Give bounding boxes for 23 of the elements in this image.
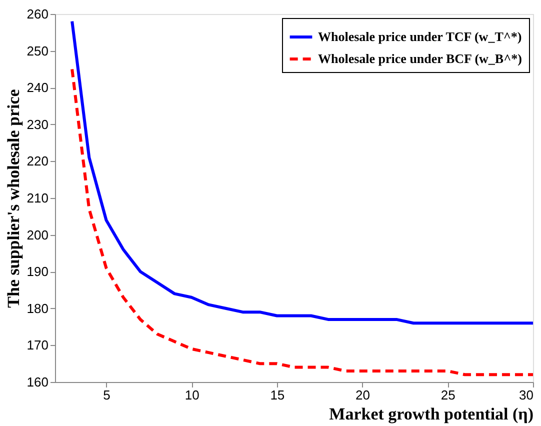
y-tick-label: 240: [26, 80, 48, 96]
line-series: [70, 20, 534, 325]
y-tick-label: 210: [26, 190, 48, 206]
y-tick-label: 200: [26, 227, 48, 242]
x-tick-label: 25: [440, 388, 456, 402]
x-tick-label: 5: [103, 388, 110, 402]
x-tick-label: 15: [270, 388, 285, 402]
y-tick-label: 190: [26, 264, 48, 280]
legend-label: Wholesale price under TCF (w_T^*): [318, 29, 522, 44]
y-tick-label: 220: [26, 154, 48, 169]
y-tick-label: 260: [26, 6, 48, 22]
y-tick-label: 160: [26, 374, 48, 390]
x-tick-label: 20: [356, 388, 370, 402]
x-axis-title: Market growth potential (η): [329, 404, 534, 424]
line-series: [70, 68, 534, 376]
y-tick-label: 180: [26, 300, 48, 316]
y-tick-label: 230: [26, 116, 48, 132]
y-axis-title: The supplier's wholesale price: [4, 88, 23, 308]
y-tick-label: 250: [26, 43, 48, 58]
x-tick-label: 30: [519, 388, 534, 402]
x-tick-label: 10: [184, 388, 200, 402]
legend-label: Wholesale price under BCF (w_B^*): [318, 51, 522, 66]
y-tick-label: 170: [26, 338, 48, 353]
